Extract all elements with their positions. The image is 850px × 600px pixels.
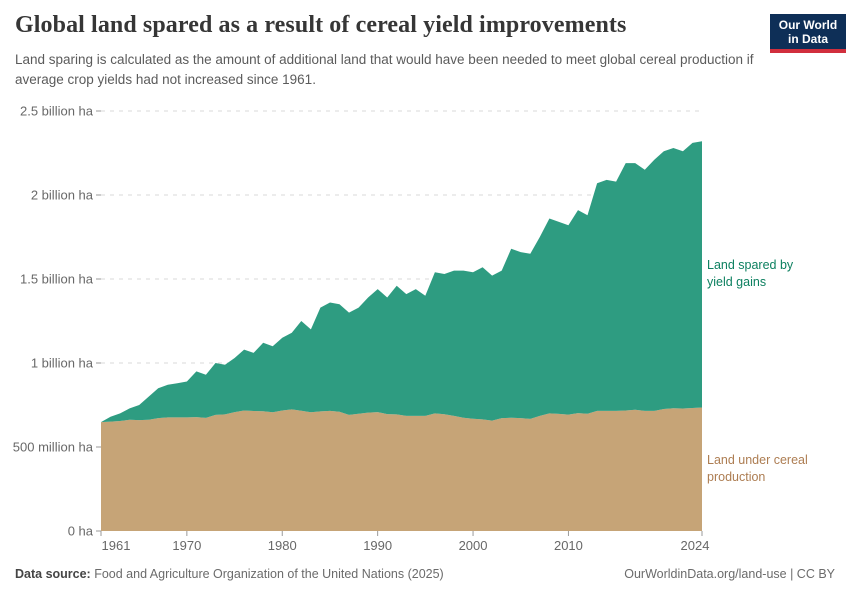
area-land-under-production	[101, 407, 702, 531]
area-land-spared	[101, 141, 702, 423]
stacked-area-chart[interactable]: 0 ha 500 million ha 1 billion ha 1.5 billio…	[0, 95, 850, 560]
y-axis-label: 1.5 billion ha	[20, 272, 94, 287]
owid-logo-line2: in Data	[787, 32, 828, 46]
x-axis-label: 2010	[554, 538, 583, 553]
chart-title: Global land spared as a result of cereal…	[15, 12, 627, 38]
x-axis-label: 2000	[459, 538, 488, 553]
data-source: Data source: Food and Agriculture Organi…	[15, 567, 444, 581]
x-axis-label: 2024	[681, 538, 710, 553]
x-axis-label: 1970	[172, 538, 201, 553]
y-axis-label: 2 billion ha	[31, 188, 94, 203]
x-axis-label: 1980	[268, 538, 297, 553]
chart-subtitle: Land sparing is calculated as the amount…	[15, 52, 754, 87]
series-label-spared: Land spared by yield gains	[707, 258, 794, 289]
y-axis-label: 1 billion ha	[31, 356, 94, 371]
y-axis-label: 500 million ha	[13, 440, 94, 455]
x-axis-label: 1990	[363, 538, 392, 553]
y-axis-label: 0 ha	[68, 524, 94, 539]
data-source-text: Food and Agriculture Organization of the…	[90, 567, 444, 581]
series-label-production: Land under cereal production	[707, 453, 808, 484]
citation-link[interactable]: OurWorldinData.org/land-use | CC BY	[624, 567, 835, 581]
owid-logo-line1: Our World	[778, 18, 838, 32]
x-axis-label: 1961	[102, 538, 131, 553]
chart-footer: Data source: Food and Agriculture Organi…	[0, 567, 850, 581]
owid-logo: Our World in Data	[770, 14, 846, 53]
y-axis-label: 2.5 billion ha	[20, 104, 94, 119]
data-source-label: Data source:	[15, 567, 91, 581]
